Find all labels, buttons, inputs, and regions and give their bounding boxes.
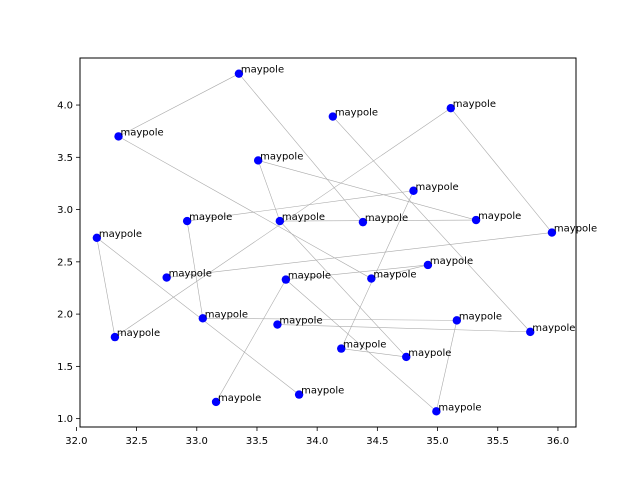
data-point (367, 274, 376, 283)
data-point (275, 216, 285, 226)
x-tick-label: 33.5 (246, 436, 268, 447)
connection-line (279, 220, 407, 358)
data-point (253, 156, 263, 165)
point-label: maypole (205, 309, 248, 320)
point-label: maypole (343, 340, 386, 351)
y-tick-label: 2.5 (57, 257, 73, 268)
data-point (547, 228, 557, 237)
point-label: maypole (279, 316, 322, 327)
point-label: maypole (117, 328, 160, 339)
x-tick-label: 35.5 (487, 436, 509, 447)
point-label: maypole (408, 348, 451, 359)
connection-line (96, 237, 300, 395)
connection-line (238, 73, 364, 223)
point-label: maypole (169, 269, 212, 280)
x-tick-label: 35.0 (426, 436, 448, 447)
data-point (273, 320, 282, 329)
point-label: maypole (438, 402, 481, 413)
point-label: maypole (365, 213, 408, 224)
point-label: maypole (415, 182, 458, 193)
x-tick-label: 34.0 (306, 436, 328, 447)
data-point (198, 314, 207, 323)
x-tick-label: 34.5 (366, 436, 388, 447)
data-points (92, 69, 557, 416)
point-label: maypole (99, 229, 142, 240)
point-label: maypole (532, 323, 575, 334)
x-tick-label: 32.5 (125, 436, 147, 447)
connection-line (341, 348, 407, 358)
connection-line (118, 136, 372, 279)
y-tick-label: 3.0 (57, 205, 73, 216)
connection-line (96, 237, 116, 338)
point-label: maypole (459, 311, 502, 322)
data-point (281, 275, 291, 284)
data-point (402, 352, 411, 362)
connection-line (279, 219, 477, 222)
connection-line (332, 116, 531, 333)
point-label: maypole (478, 211, 521, 222)
x-tick-label: 32.0 (65, 436, 87, 447)
data-point (526, 327, 535, 337)
data-point (452, 316, 462, 325)
connection-line (285, 264, 428, 280)
connection-line (166, 232, 552, 278)
connection-line (257, 160, 281, 222)
connection-line (187, 190, 414, 222)
data-point (182, 216, 192, 226)
connection-line (258, 160, 477, 221)
point-label: maypole (373, 270, 416, 281)
connection-line (340, 190, 414, 349)
point-label: maypole (241, 65, 284, 76)
data-point (294, 390, 304, 399)
data-point (162, 273, 171, 282)
y-tick-label: 4.0 (57, 101, 73, 112)
data-point (446, 103, 455, 113)
point-label: maypole (288, 271, 331, 282)
point-labels: maypole maypole maypole maypole maypole maypo… (99, 65, 597, 414)
point-label: maypole (189, 212, 232, 223)
y-tick-label: 3.5 (57, 153, 73, 164)
connection-line (202, 317, 457, 321)
connection-lines (96, 73, 553, 412)
data-point (110, 332, 120, 342)
point-label: maypole (301, 386, 344, 397)
data-point (114, 132, 123, 141)
connection-line (215, 279, 287, 403)
connection-line (277, 324, 531, 333)
y-axis-ticks: 1.0 1.5 2.0 2.5 3.0 3.5 4.0 (57, 101, 80, 425)
connection-line (186, 221, 204, 319)
data-point (409, 186, 418, 195)
point-label: maypole (453, 99, 496, 110)
y-tick-label: 1.5 (57, 362, 73, 373)
connection-line (450, 107, 553, 233)
x-tick-label: 36.0 (547, 436, 569, 447)
y-tick-label: 2.0 (57, 310, 73, 321)
data-point (328, 112, 338, 121)
data-point (337, 344, 346, 353)
point-label: maypole (282, 212, 325, 223)
point-label: maypole (260, 151, 303, 162)
point-label: maypole (335, 108, 378, 119)
data-point (358, 217, 368, 227)
connection-line (285, 279, 437, 412)
point-label: maypole (218, 393, 261, 404)
point-label: maypole (121, 127, 164, 138)
x-axis-ticks: 32.0 32.5 33.0 33.5 34.0 34.5 35.0 35.5 36.0 (65, 427, 569, 447)
y-tick-label: 1.0 (57, 414, 73, 425)
data-point (234, 69, 244, 78)
data-point (471, 215, 481, 225)
data-point (211, 397, 221, 407)
data-point (432, 407, 441, 416)
axes-frame (79, 57, 577, 428)
x-tick-label: 33.0 (186, 436, 208, 447)
connection-line (436, 320, 458, 412)
data-point (423, 260, 433, 270)
connection-line (118, 73, 240, 137)
data-point (92, 233, 102, 242)
point-label: maypole (430, 256, 473, 267)
connection-line (371, 264, 428, 279)
